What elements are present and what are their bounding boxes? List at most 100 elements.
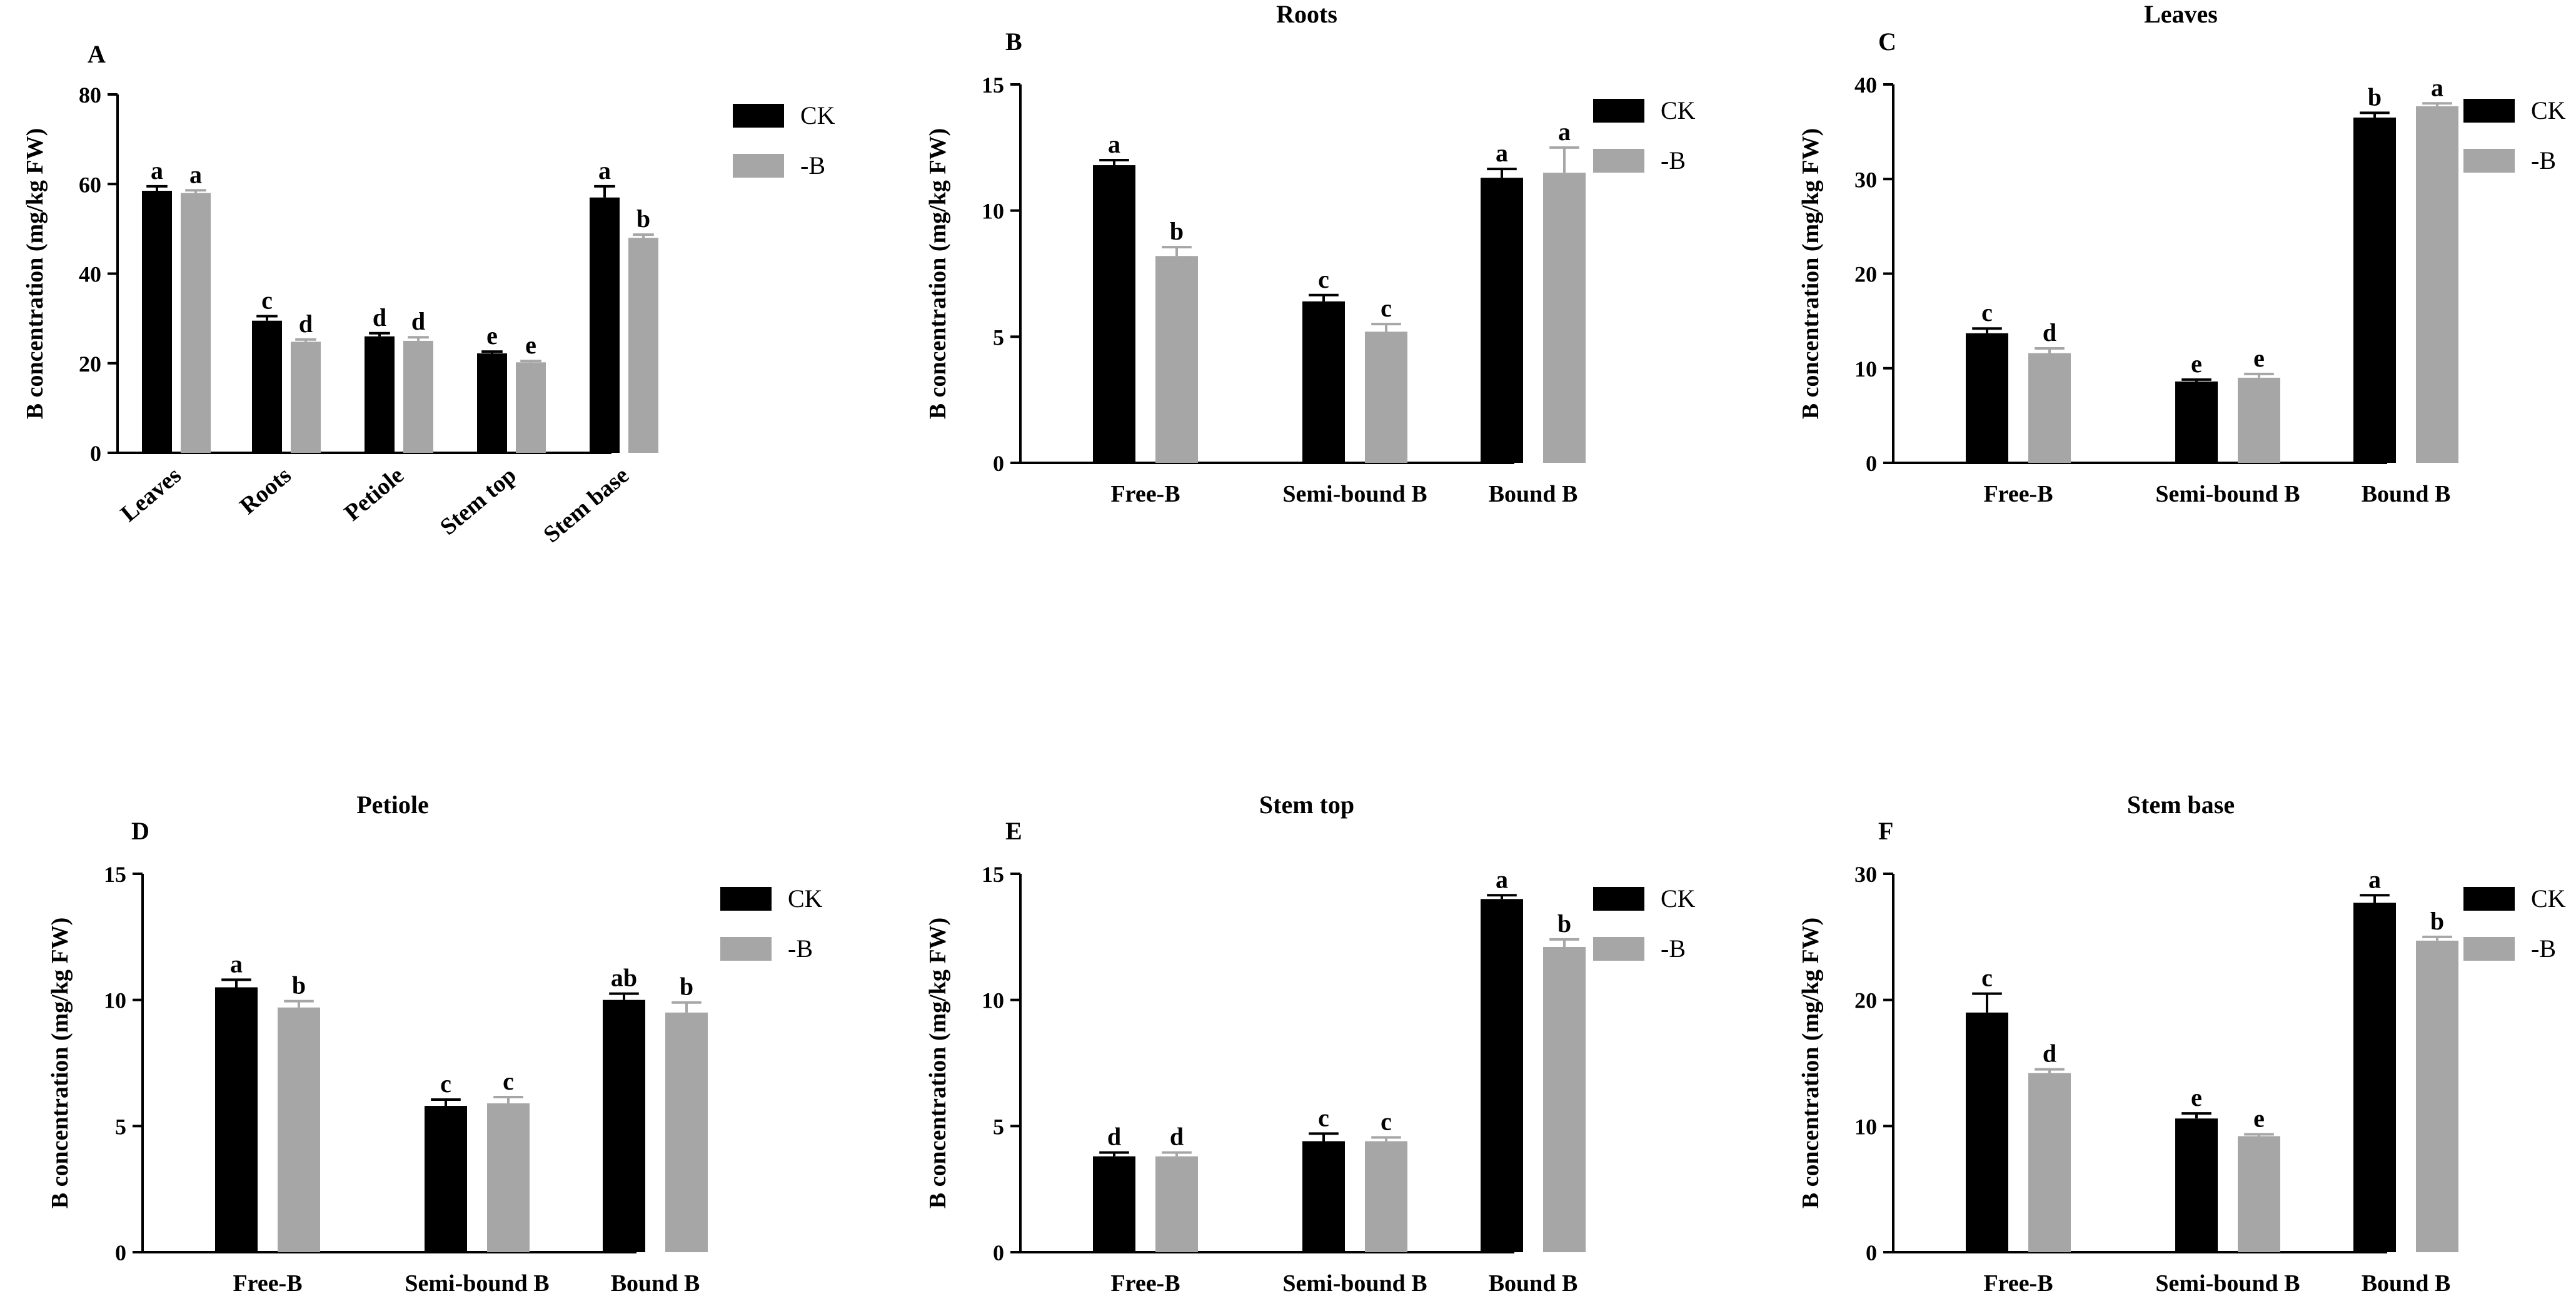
x-tick-label: Semi-bound B [2155,1270,2300,1297]
x-tick-label: Free-B [233,1270,302,1297]
y-tick-label: 30 [1854,167,1877,192]
panel-f: F Stem base 0 10 20 30 B concentration (mg/kg … [1798,791,2566,1297]
significance-label: d [1170,1123,1184,1151]
x-tick-label: Bound B [2362,1270,2451,1297]
significance-label: d [1107,1123,1121,1151]
bar-minus-b [1365,1141,1407,1252]
x-tick-label: Petiole [340,462,409,527]
significance-label: a [1496,865,1508,893]
significance-label: a [189,160,202,188]
bar-ck [252,320,282,453]
significance-label: a [1496,139,1508,167]
legend-swatch-ck [2463,99,2515,123]
y-tick-label: 15 [104,862,126,887]
bar-minus-b [2416,940,2458,1252]
bar-minus-b [2416,106,2458,463]
significance-label: ab [611,964,637,992]
legend-swatch-minus-b [720,937,772,961]
x-tick-label: Free-B [1983,481,2053,507]
significance-label: d [2043,318,2056,347]
bar-minus-b [2028,353,2071,463]
bar-ck [1481,178,1523,463]
y-tick-label: 5 [993,1114,1004,1139]
chart-title: Roots [1276,0,1337,28]
y-tick-label: 0 [1866,1240,1877,1265]
significance-label: c [1318,1103,1329,1131]
legend-label: CK [1661,96,1696,124]
legend-label: -B [1661,934,1686,963]
bar-ck [1302,1141,1345,1252]
significance-label: b [2368,83,2382,111]
y-tick-label: 0 [993,1240,1004,1265]
significance-label: e [2253,1104,2265,1132]
bar-ck [1093,1156,1135,1252]
significance-label: c [1381,1107,1392,1135]
y-tick-label: 5 [993,325,1004,350]
bar-minus-b [291,342,321,453]
significance-label: c [1318,265,1329,293]
significance-label: d [2043,1040,2056,1068]
bar-minus-b [278,1007,320,1252]
bar-minus-b [516,362,546,453]
legend-label: -B [2531,934,2556,963]
significance-label: b [1170,217,1184,245]
y-tick-label: 0 [993,451,1004,476]
significance-label: e [2191,350,2202,378]
legend-label: CK [2531,96,2566,124]
legend-swatch-minus-b [2463,937,2515,961]
significance-label: c [503,1067,514,1095]
bar-minus-b [2028,1073,2071,1252]
x-tick-label: Bound B [1489,1270,1578,1297]
legend-swatch-ck [1593,887,1644,911]
significance-label: a [2368,865,2381,893]
y-tick-label: 40 [79,262,101,287]
legend-swatch-ck [733,104,784,128]
panel-label: D [131,817,149,845]
panel-label: A [88,40,106,68]
x-tick-label: Leaves [116,462,186,527]
panel-b: B Roots 0 5 10 15 B concentration (mg/kg FW) a b… [925,0,1696,507]
chart-title: Leaves [2144,0,2218,28]
x-tick-label: Semi-bound B [2155,481,2300,507]
significance-label: a [2431,73,2443,101]
bar-ck [365,336,395,453]
significance-label: c [440,1070,451,1098]
chart-title: Stem base [2127,791,2235,819]
legend-label: CK [788,884,823,913]
x-tick-label: Roots [235,462,296,520]
significance-label: c [1981,964,1993,992]
y-tick-label: 10 [104,988,126,1013]
bar-ck [1302,301,1345,463]
y-tick-label: 10 [1854,1114,1877,1139]
bar-ck [1093,165,1135,463]
significance-label: e [486,321,498,350]
y-axis-label: B concentration (mg/kg FW) [925,128,951,419]
x-tick-label: Stem top [435,462,521,540]
legend-label: CK [2531,884,2566,913]
legend-label: -B [1661,146,1686,175]
y-tick-label: 20 [79,352,101,377]
significance-label: a [1108,130,1120,158]
legend-swatch-minus-b [1593,149,1644,173]
bar-ck [603,1000,645,1252]
panel-e: E Stem top 0 5 10 15 B concentration (mg/kg FW… [925,791,1696,1297]
x-tick-label: Free-B [1983,1270,2053,1297]
bar-ck [2353,117,2396,463]
y-axis-label: B concentration (mg/kg FW) [1798,918,1824,1208]
bar-minus-b [181,193,211,453]
y-tick-label: 60 [79,172,101,197]
significance-label: a [1558,118,1571,146]
significance-label: d [411,307,425,335]
y-tick-label: 30 [1854,862,1877,887]
bar-ck [1481,899,1523,1252]
y-tick-label: 15 [982,862,1004,887]
x-tick-label: Bound B [611,1270,700,1297]
legend-swatch-minus-b [1593,937,1644,961]
panel-label: C [1878,28,1896,56]
legend-swatch-ck [1593,99,1644,123]
x-tick-label: Free-B [1110,481,1180,507]
panel-label: F [1878,817,1893,845]
significance-label: d [373,303,386,332]
y-tick-label: 80 [79,83,101,108]
